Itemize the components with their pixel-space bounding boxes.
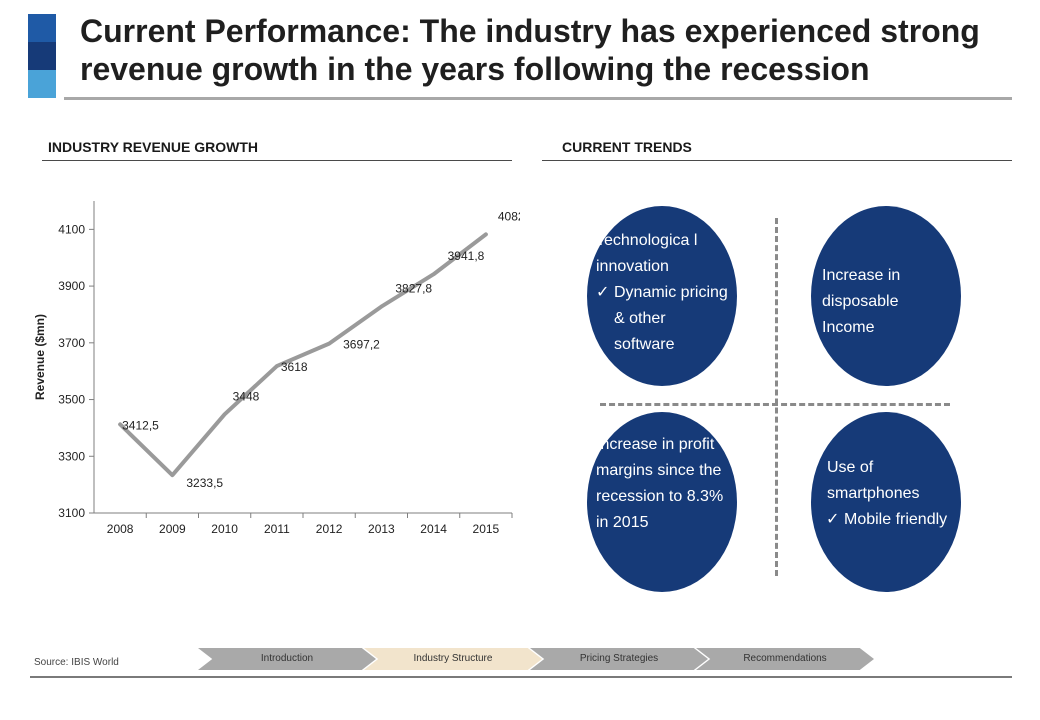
title-rule: [64, 97, 1012, 100]
y-tick-label: 4100: [58, 222, 85, 236]
trend-circle-income: Increase in disposable Income: [811, 206, 961, 386]
nav-step-label: Pricing Strategies: [579, 653, 659, 664]
y-tick-label: 3300: [58, 449, 85, 463]
current-trends-heading: CURRENT TRENDS: [562, 139, 692, 155]
data-label: 3618: [281, 360, 308, 374]
y-tick-label: 3500: [58, 393, 85, 407]
nav-step-recommendations[interactable]: Recommendations: [696, 648, 874, 670]
x-tick-label: 2012: [316, 522, 343, 536]
data-label: 3827,8: [395, 282, 432, 296]
checkmark-icon: ✓: [596, 284, 610, 301]
nav-step-label: Recommendations: [743, 653, 827, 664]
data-label: 3233,5: [186, 476, 223, 490]
accent-bars: [28, 14, 56, 98]
trend-circle-margins: Increase in profit margins since the rec…: [587, 412, 737, 592]
data-label: 3448: [233, 389, 260, 403]
nav-step-introduction[interactable]: Introduction: [198, 648, 376, 670]
data-label: 3697,2: [343, 338, 380, 352]
revenue-growth-heading: INDUSTRY REVENUE GROWTH: [48, 139, 259, 155]
trend-bullets: ✓ Dynamic pricing & other software: [596, 280, 729, 358]
trend-bullet-text: Mobile friendly: [844, 511, 948, 528]
accent-bar-bottom: [28, 70, 56, 98]
trend-title: Use of smartphones: [827, 459, 920, 502]
accent-bar-top: [28, 14, 56, 42]
source-note: Source: IBIS World: [34, 657, 119, 668]
x-tick-label: 2010: [211, 522, 238, 536]
x-tick-label: 2009: [159, 522, 186, 536]
trend-circle-smartphones: Use of smartphones ✓ Mobile friendly: [811, 412, 961, 592]
trend-title: Technologica l innovation: [596, 232, 698, 275]
revenue-series-line: [118, 232, 488, 478]
quadrant-divider-horizontal: [600, 403, 950, 406]
nav-step-industry-structure[interactable]: Industry Structure: [364, 648, 542, 670]
trend-bullet: ✓ Dynamic pricing & other software: [596, 280, 729, 358]
trend-bullet: ✓ Mobile friendly: [822, 507, 955, 533]
footer-rule: [30, 676, 1012, 678]
trend-bullets: ✓ Mobile friendly: [822, 507, 955, 533]
x-tick-label: 2015: [473, 522, 500, 536]
checkmark-icon: ✓: [826, 511, 840, 528]
y-tick-label: 3700: [58, 336, 85, 350]
y-axis-label: Revenue ($mn): [33, 314, 47, 400]
trend-circle-technology: Technologica l innovation ✓ Dynamic pric…: [587, 206, 737, 386]
data-label: 3412,5: [122, 418, 159, 432]
nav-step-label: Introduction: [260, 653, 314, 664]
data-label: 4082,4: [498, 209, 520, 223]
revenue-line-chart: 3100 3300 3500 3700 3900 4100 2008 2009 2010 2011…: [33, 201, 520, 536]
x-tick-label: 2011: [264, 522, 290, 536]
trend-title: Increase in disposable Income: [822, 267, 901, 336]
revenue-growth-rule: [42, 160, 512, 161]
x-tick-label: 2014: [420, 522, 447, 536]
trend-title: Increase in profit margins since the rec…: [596, 436, 724, 531]
x-tick-label: 2013: [368, 522, 395, 536]
nav-step-pricing-strategies[interactable]: Pricing Strategies: [530, 648, 708, 670]
y-tick-label: 3900: [58, 279, 85, 293]
y-tick-label: 3100: [58, 506, 85, 520]
accent-bar-middle: [28, 42, 56, 70]
trend-bullet-text: Dynamic pricing & other software: [614, 284, 728, 353]
nav-step-label: Industry Structure: [413, 653, 493, 664]
slide-title: Current Performance: The industry has ex…: [80, 13, 980, 87]
current-trends-rule: [542, 160, 1012, 161]
data-label: 3941,8: [448, 249, 485, 263]
x-tick-label: 2008: [107, 522, 134, 536]
quadrant-divider-vertical: [775, 218, 778, 576]
